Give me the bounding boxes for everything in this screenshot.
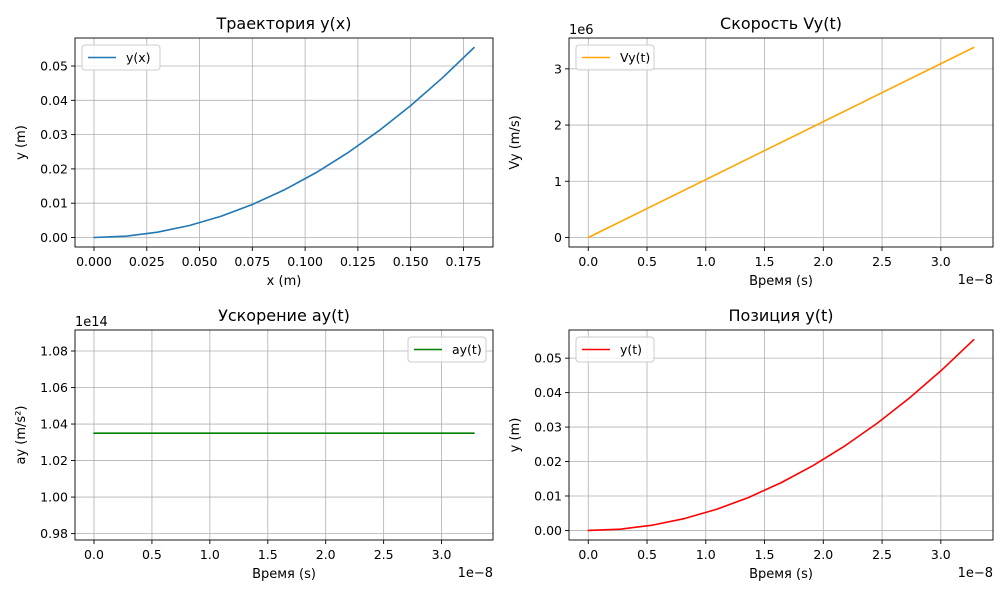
x-tick-label: 1.5	[755, 254, 775, 269]
y-tick-label: 2	[554, 118, 562, 133]
legend-box	[575, 44, 655, 71]
series-line	[587, 46, 975, 239]
x-offset-label: 1e−8	[458, 566, 493, 581]
y-tick-label: 1.02	[40, 453, 68, 468]
x-tick-label: 0.5	[637, 547, 657, 562]
x-tick-label: 1.5	[258, 547, 278, 562]
x-tick-label: 3.0	[931, 547, 951, 562]
y-offset-label: 1e6	[569, 23, 594, 38]
x-tick-label: 0.0	[84, 547, 104, 562]
x-axis-label: Время (s)	[749, 274, 813, 289]
y-tick-label: 0.05	[40, 59, 68, 74]
x-axis-label: x (m)	[267, 274, 302, 289]
x-tick-label: 2.0	[316, 547, 336, 562]
subplot-3: 0.0 0.5 1.0 1.5 2.0 2.5 3.0 0.98 1.00 1.02 1.04 1.0…	[14, 306, 494, 582]
legend-label: y(t)	[620, 342, 642, 357]
x-tick-label: 0.025	[129, 254, 165, 269]
x-tick-label: 1.5	[755, 547, 775, 562]
series-line	[93, 46, 475, 239]
x-tick-label: 2.0	[813, 254, 833, 269]
legend: y(x)	[81, 44, 161, 71]
x-tick-label: 0.125	[340, 254, 376, 269]
y-tick-label: 0.98	[40, 526, 68, 541]
series-line	[587, 338, 975, 532]
subplot-2: 0.0 0.5 1.0 1.5 2.0 2.5 3.0 0 1 2 3 Скорость Vy(t) В…	[508, 14, 994, 289]
legend-label: ay(t)	[452, 342, 482, 357]
chart-title: Позиция y(t)	[729, 306, 834, 325]
y-axis-label: y (m)	[14, 125, 29, 160]
y-tick-label: 0.04	[40, 93, 68, 108]
y-tick-label: 0.04	[534, 385, 562, 400]
y-tick-label: 0.00	[534, 523, 562, 538]
x-tick-label: 2.0	[813, 547, 833, 562]
chart-title: Траектория y(x)	[215, 14, 351, 33]
x-tick-label: 0.000	[76, 254, 112, 269]
y-axis-label: Vy (m/s)	[508, 115, 523, 169]
y-offset-label: 1e14	[75, 315, 108, 330]
legend-box	[81, 44, 161, 71]
x-tick-label: 3.0	[432, 547, 452, 562]
plot-frame	[568, 329, 994, 541]
x-tick-label: 0.5	[142, 547, 162, 562]
x-tick-label: 0.0	[578, 547, 598, 562]
x-axis-label: Время (s)	[749, 567, 813, 582]
y-tick-label: 1.00	[40, 490, 68, 505]
y-tick-label: 0.02	[534, 454, 562, 469]
x-tick-label: 1.0	[200, 547, 220, 562]
legend-label: y(x)	[126, 50, 151, 65]
y-tick-label: 0	[554, 230, 562, 245]
legend: ay(t)	[407, 336, 487, 363]
y-tick-label: 1.04	[40, 417, 68, 432]
x-tick-label: 0.100	[287, 254, 323, 269]
legend-label: Vy(t)	[620, 50, 650, 65]
subplot-1: 0.000 0.025 0.050 0.075 0.100 0.125 0.150 0.175…	[14, 14, 494, 289]
y-tick-label: 0.05	[534, 351, 562, 366]
x-offset-label: 1e−8	[958, 566, 993, 581]
legend-box	[407, 336, 487, 363]
chart-title: Ускорение ay(t)	[218, 306, 350, 325]
legend-box	[575, 336, 655, 363]
y-tick-label: 1.08	[40, 344, 68, 359]
y-tick-label: 0.03	[534, 420, 562, 435]
x-tick-label: 1.0	[696, 547, 716, 562]
y-tick-label: 1	[554, 174, 562, 189]
y-tick-label: 0.01	[40, 196, 68, 211]
y-axis-label: ay (m/s²)	[14, 406, 29, 465]
legend: y(t)	[575, 336, 655, 363]
plot-frame	[74, 37, 494, 248]
x-tick-label: 0.075	[234, 254, 270, 269]
y-tick-label: 0.01	[534, 488, 562, 503]
x-tick-label: 2.5	[374, 547, 394, 562]
x-tick-label: 0.5	[637, 254, 657, 269]
y-tick-label: 0.03	[40, 127, 68, 142]
plot-frame	[568, 37, 994, 248]
x-tick-label: 2.5	[872, 254, 892, 269]
x-tick-label: 0.0	[578, 254, 598, 269]
x-tick-label: 0.175	[446, 254, 482, 269]
plot-frame	[74, 329, 494, 541]
y-tick-label: 1.06	[40, 380, 68, 395]
x-tick-label: 1.0	[696, 254, 716, 269]
y-tick-label: 0.00	[40, 230, 68, 245]
x-tick-label: 3.0	[931, 254, 951, 269]
x-axis-label: Время (s)	[252, 567, 316, 582]
y-axis-label: y (m)	[508, 418, 523, 453]
x-offset-label: 1e−8	[958, 273, 993, 288]
x-tick-label: 0.050	[182, 254, 218, 269]
x-tick-label: 0.150	[393, 254, 429, 269]
x-tick-label: 2.5	[872, 547, 892, 562]
y-tick-label: 0.02	[40, 161, 68, 176]
chart-title: Скорость Vy(t)	[720, 14, 842, 33]
legend: Vy(t)	[575, 44, 655, 71]
y-tick-label: 3	[554, 61, 562, 76]
subplot-4: 0.0 0.5 1.0 1.5 2.0 2.5 3.0 0.00 0.01 0.02 0.03 0.0…	[508, 306, 994, 582]
